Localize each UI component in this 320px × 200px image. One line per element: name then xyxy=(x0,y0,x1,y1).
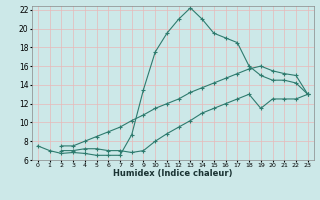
X-axis label: Humidex (Indice chaleur): Humidex (Indice chaleur) xyxy=(113,169,233,178)
